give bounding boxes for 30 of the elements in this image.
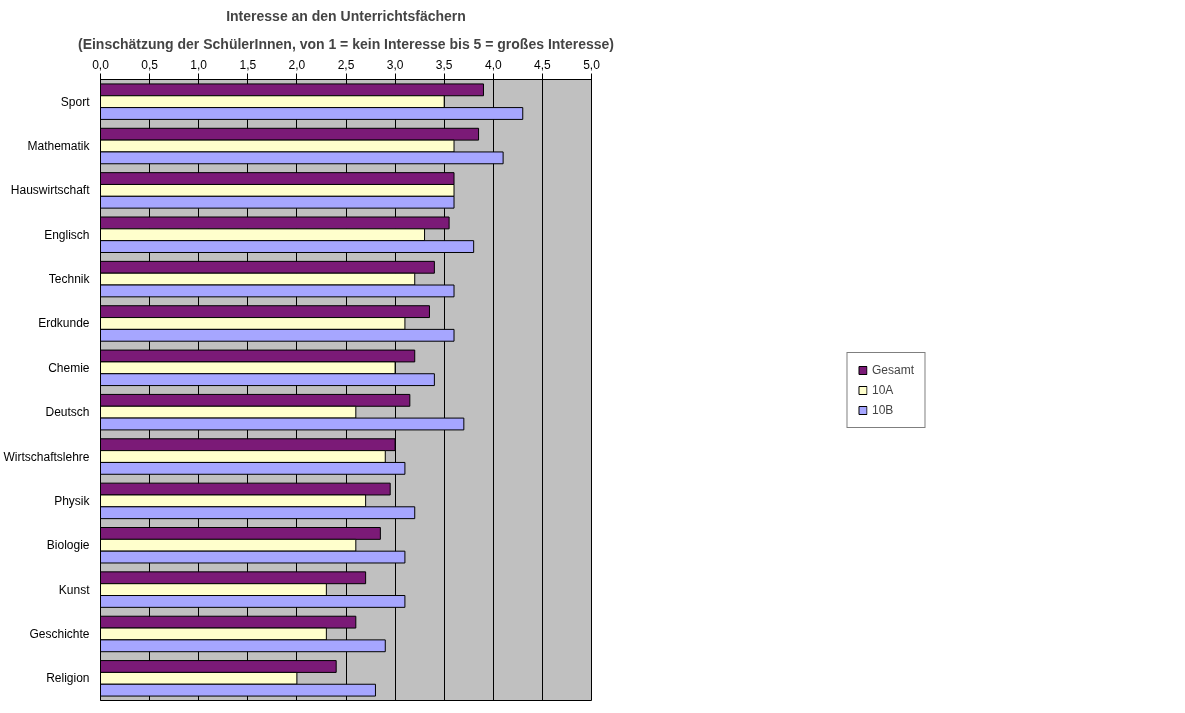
- y-tick-label: Sport: [60, 94, 91, 109]
- chart-title: Interesse an den Unterrichtsfächern: [226, 7, 466, 24]
- x-tick-label: 2,0: [288, 57, 306, 72]
- y-tick-label: Wirtschaftslehre: [3, 449, 90, 464]
- y-tick-label: Mathematik: [27, 139, 91, 154]
- y-tick-label: Englisch: [44, 227, 90, 242]
- x-tick-label: 2,5: [337, 57, 355, 72]
- x-tick-label: 3,0: [386, 57, 404, 72]
- x-tick-label: 0,0: [92, 57, 110, 72]
- y-tick-label: Physik: [54, 493, 91, 508]
- y-tick-label: Hauswirtschaft: [10, 183, 91, 198]
- y-tick-label: Erdkunde: [38, 316, 90, 331]
- y-tick-label: Religion: [46, 671, 90, 686]
- x-tick-label: 5,0: [583, 57, 601, 72]
- y-tick-label: Chemie: [48, 360, 90, 375]
- x-tick-label: 1,5: [239, 57, 257, 72]
- chart-subtitle: (Einschätzung der SchülerInnen, von 1 = kein Interesse bis 5 = großes Interesse): [77, 35, 615, 52]
- x-tick-label: 1,0: [190, 57, 208, 72]
- x-tick-label: 0,5: [141, 57, 159, 72]
- y-tick-label: Biologie: [46, 538, 90, 553]
- y-tick-label: Technik: [48, 272, 91, 287]
- x-tick-label: 4,0: [484, 57, 502, 72]
- y-tick-label: Geschichte: [29, 626, 90, 641]
- y-tick-label: Kunst: [58, 582, 91, 597]
- legend-label: 10B: [871, 402, 894, 417]
- y-tick-label: Deutsch: [45, 405, 90, 420]
- legend-label: Gesamt: [871, 362, 915, 377]
- x-tick-label: 4,5: [534, 57, 552, 72]
- x-tick-label: 3,5: [435, 57, 453, 72]
- legend-label: 10A: [871, 382, 894, 397]
